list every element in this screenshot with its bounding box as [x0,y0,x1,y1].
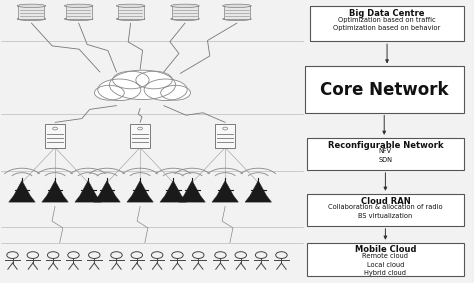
Ellipse shape [116,4,145,7]
Bar [18,6,45,19]
Bar [45,124,65,147]
Bar [224,6,250,19]
Ellipse shape [64,17,93,21]
Ellipse shape [171,17,199,21]
Ellipse shape [171,4,199,7]
Text: Big Data Centre: Big Data Centre [349,9,425,18]
Text: Cloud RAN: Cloud RAN [361,196,410,205]
Ellipse shape [113,71,149,89]
Ellipse shape [136,71,172,89]
FancyBboxPatch shape [307,243,464,276]
Bar [130,124,150,147]
Ellipse shape [98,79,141,100]
Text: Collaboration & allocation of radio
BS virtualization: Collaboration & allocation of radio BS v… [328,204,443,219]
Polygon shape [179,181,205,202]
Polygon shape [9,181,35,202]
FancyBboxPatch shape [305,67,464,113]
Ellipse shape [223,4,251,7]
Ellipse shape [64,4,93,7]
FancyBboxPatch shape [310,6,464,41]
Text: Remote cloud
Local cloud
Hybrid cloud: Remote cloud Local cloud Hybrid cloud [363,253,409,276]
Polygon shape [245,181,272,202]
Ellipse shape [116,17,145,21]
Ellipse shape [17,4,46,7]
Bar [118,6,144,19]
Ellipse shape [94,85,124,100]
Bar [172,6,198,19]
Polygon shape [127,181,154,202]
Bar [215,124,235,147]
Bar [66,6,91,19]
Ellipse shape [144,79,187,100]
Text: Mobile Cloud: Mobile Cloud [355,245,416,254]
Text: Optimization based on traffic
Optimization based on behavior: Optimization based on traffic Optimizati… [333,17,441,31]
Polygon shape [160,181,186,202]
Polygon shape [212,181,238,202]
Polygon shape [94,181,120,202]
Text: Core Network: Core Network [320,81,448,98]
Text: NFV
SDN: NFV SDN [378,148,392,163]
Ellipse shape [17,17,46,21]
Polygon shape [42,181,68,202]
Ellipse shape [161,85,191,100]
Polygon shape [75,181,101,202]
Ellipse shape [223,17,251,21]
FancyBboxPatch shape [307,138,464,170]
Text: Reconfigurable Network: Reconfigurable Network [328,141,443,150]
FancyBboxPatch shape [307,194,464,226]
Ellipse shape [109,70,175,100]
